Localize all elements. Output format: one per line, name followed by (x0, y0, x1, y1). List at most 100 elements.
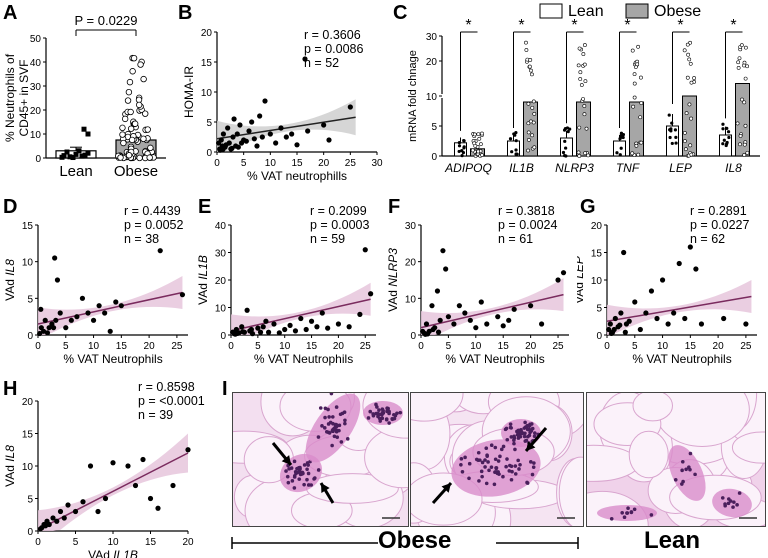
chart-e: 0 10 20 30 40 0 5 10 15 20 25 VAd IL1B % VAT Neutrop… (196, 221, 376, 366)
data-point (721, 122, 725, 126)
data-point (430, 326, 436, 333)
data-point (85, 310, 91, 316)
nucleus (508, 422, 513, 426)
data-point (127, 125, 135, 132)
data-point (136, 154, 143, 162)
confidence-band (421, 278, 564, 335)
nucleus (385, 406, 389, 411)
chart-c: 0 5 10 20 30 mRNA fold chnage * ADIPOQ * IL1B * NLR… (407, 3, 760, 175)
data-point (687, 57, 692, 62)
data-point (443, 266, 449, 272)
nucleus (523, 431, 527, 436)
data-point (46, 521, 52, 528)
data-point (617, 322, 623, 328)
data-point (586, 153, 590, 158)
data-point (262, 98, 268, 104)
nucleus (508, 425, 513, 430)
y-axis-label: VAd NLRP3 (386, 248, 400, 312)
data-point (478, 142, 483, 147)
data-point (170, 482, 176, 489)
x-tick-label: 5 (73, 537, 79, 548)
nucleus (377, 408, 381, 412)
data-point (59, 154, 65, 160)
data-point (38, 306, 44, 312)
data-point (724, 143, 728, 148)
nucleus (374, 402, 378, 407)
nucleus (306, 483, 311, 487)
nucleus (316, 468, 321, 472)
nucleus (533, 431, 537, 435)
nucleus (522, 434, 527, 439)
y-axis-label: VAd IL1B (196, 255, 210, 305)
data-point (742, 153, 747, 157)
data-point (110, 460, 116, 466)
data-point (634, 143, 639, 148)
data-point (308, 318, 315, 324)
data-point (579, 83, 584, 87)
x-tick-label: Lean (59, 163, 92, 180)
x-tick-label: Obese (114, 163, 158, 180)
data-point (686, 52, 691, 57)
data-point (95, 508, 101, 515)
x-tick-label: 10 (107, 537, 119, 548)
data-point (478, 299, 484, 305)
nucleus (484, 481, 489, 486)
nucleus (501, 444, 506, 449)
data-point (113, 299, 119, 305)
data-point (243, 138, 249, 144)
nucleus (460, 469, 465, 474)
data-point (742, 63, 746, 68)
data-point (578, 70, 583, 75)
data-point (263, 318, 269, 324)
nucleus (338, 412, 343, 417)
data-point (76, 148, 82, 154)
nucleus (509, 435, 514, 439)
stroma-tissue (668, 445, 706, 501)
nucleus (526, 434, 530, 439)
nucleus (328, 420, 333, 425)
nucleus (505, 457, 509, 461)
data-point (429, 303, 435, 309)
data-point (462, 138, 466, 143)
nucleus (728, 499, 733, 503)
nucleus (284, 469, 288, 473)
y-tick-label: 10 (215, 304, 227, 315)
nucleus (292, 475, 297, 479)
data-point (46, 325, 52, 331)
data-point (271, 321, 277, 327)
y-tick-label: 5 (27, 495, 33, 506)
data-point (72, 508, 79, 515)
confidence-band (38, 433, 188, 531)
nucleus (327, 415, 331, 419)
nucleus (493, 457, 498, 462)
data-point (582, 62, 587, 67)
data-point (630, 151, 635, 156)
data-point (508, 137, 513, 141)
x-tick-label: 5 (446, 341, 452, 352)
significance-star: * (571, 17, 577, 34)
panel-letter-c: C (393, 2, 408, 24)
data-point (555, 277, 561, 283)
data-point (611, 326, 617, 333)
data-point (511, 306, 517, 312)
data-point (237, 122, 243, 128)
nucleus (629, 510, 634, 515)
nucleus (334, 405, 339, 409)
y-tick-label: 10 (22, 462, 34, 473)
bar-obese (629, 101, 644, 157)
data-point (423, 321, 430, 327)
y-tick-label: 5 (431, 122, 437, 133)
nucleus (398, 410, 403, 415)
data-point (531, 99, 536, 104)
data-point (102, 310, 108, 316)
nucleus (300, 472, 304, 476)
data-point (725, 126, 729, 130)
nucleus (326, 407, 330, 412)
y-tick-label: 50 (30, 34, 42, 45)
data-point (621, 132, 626, 137)
data-point (435, 329, 442, 335)
chart-b: 0 5 10 15 20 0 5 10 15 20 25 30 HOMA-IR % VAT neutrop… (182, 28, 383, 183)
nucleus (290, 479, 295, 483)
data-point (607, 321, 613, 327)
data-point (688, 61, 693, 66)
